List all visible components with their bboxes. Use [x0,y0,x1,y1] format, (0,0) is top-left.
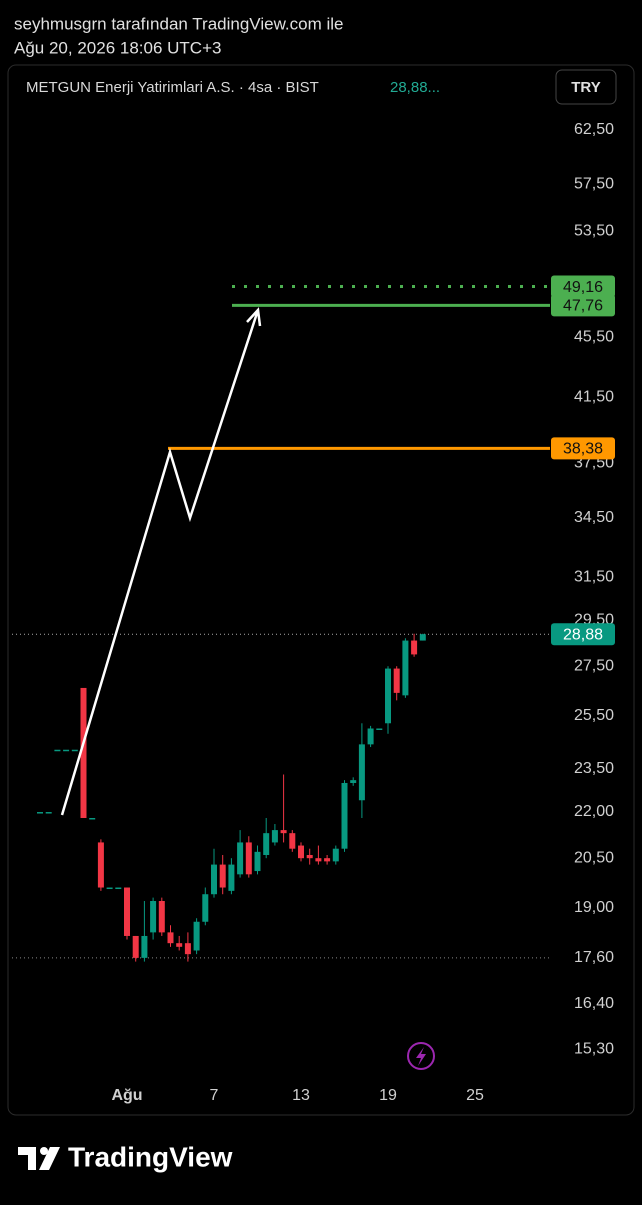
candle-body [289,833,296,849]
brand-name: TradingView [68,1141,233,1172]
candle-body [115,887,122,890]
candle-body [132,935,139,958]
candle-body [63,749,70,752]
candle-body [141,935,148,958]
y-tick-label: 62,50 [574,121,614,138]
currency-button-label[interactable]: TRY [571,79,600,96]
candle-body [280,830,287,834]
candle-body [202,894,209,922]
logo-part [39,1147,60,1170]
candle-body [324,858,331,862]
candle-body [80,687,87,818]
candle-body [106,887,113,890]
candle-body [350,780,357,783]
y-tick-label: 17,60 [574,949,614,966]
x-tick-label: 19 [379,1087,397,1104]
candle-body [124,887,130,936]
candle-body [385,668,391,724]
candle-body [315,858,322,862]
y-tick-label: 23,50 [574,760,614,777]
y-tick-label: 22,00 [574,803,614,820]
y-tick-label: 27,50 [574,657,614,674]
candle-body [332,848,339,862]
candle-body [358,744,365,801]
header-line: Ağu 20, 2026 18:06 UTC+3 [14,38,221,57]
drawing-arrow [60,307,262,816]
y-tick-label: 53,50 [574,222,614,239]
level-label: 38,38 [563,441,603,458]
candle-body [367,728,374,745]
candle-body [184,943,191,955]
x-tick-label: 7 [210,1087,219,1104]
arrow-head [246,307,262,327]
legend-price: 28,88... [390,79,440,96]
candle-body [237,842,244,875]
candle-body [402,640,409,696]
candle-body [37,812,43,814]
candle-body [158,900,165,933]
candle-body [254,851,261,872]
x-tick-label: 13 [292,1087,310,1104]
candle-body [376,728,383,730]
candle-body [341,782,348,849]
candle-body [54,749,61,752]
candle-body [228,864,235,891]
last-price-box [551,623,615,646]
y-tick-label: 45,50 [574,328,614,345]
arrow-path [60,309,260,816]
brand-logo [18,1147,60,1170]
level-label: 47,76 [563,298,603,315]
y-tick-label: 16,40 [574,995,614,1012]
currency-button[interactable] [555,69,617,105]
y-tick-label: 25,50 [574,707,614,724]
candle-body [271,830,278,843]
y-tick-label: 41,50 [574,388,614,405]
candle-body [45,812,52,814]
candle-body [89,817,96,820]
candle-body [176,943,183,947]
alert-icon[interactable] [407,1042,435,1070]
y-tick-label: 20,50 [574,849,614,866]
level-label: 49,16 [563,279,603,296]
candle-body [393,668,400,693]
level-label-box [551,275,615,298]
x-tick-label: 25 [466,1087,484,1104]
candle-body [306,855,313,859]
y-tick-label: 19,00 [574,899,614,916]
plot: 62,5057,5053,5045,5041,5037,5034,5031,50… [12,121,615,1104]
header-line: seyhmusgrn tarafından TradingView.com il… [14,14,343,33]
candle-body [97,842,104,888]
legend-symbol: METGUN Enerji Yatirimlari A.S. · 4sa · B… [26,79,319,96]
alert-icon-bolt [416,1047,426,1066]
candle-body [193,921,200,951]
candle-body [167,932,174,944]
x-tick-label: Ağu [111,1087,142,1104]
candle-body [71,749,78,752]
candle-body [219,864,226,888]
candle-body [263,833,270,856]
level-label-box [551,294,615,317]
chart-panel [7,64,635,1116]
y-tick-label: 31,50 [574,569,614,586]
candle-body [411,640,418,655]
candle-body [245,842,252,875]
y-tick-label: 34,50 [574,509,614,526]
candle-body [211,864,217,895]
candle-body [150,900,157,933]
y-tick-label: 15,30 [574,1041,614,1058]
candle-body [419,634,426,641]
candle-body [298,845,304,859]
last-price-label: 28,88 [563,626,603,643]
logo-part [18,1147,36,1170]
level-label-box [551,437,615,460]
y-tick-label: 57,50 [574,175,614,192]
logo-part [40,1147,48,1155]
